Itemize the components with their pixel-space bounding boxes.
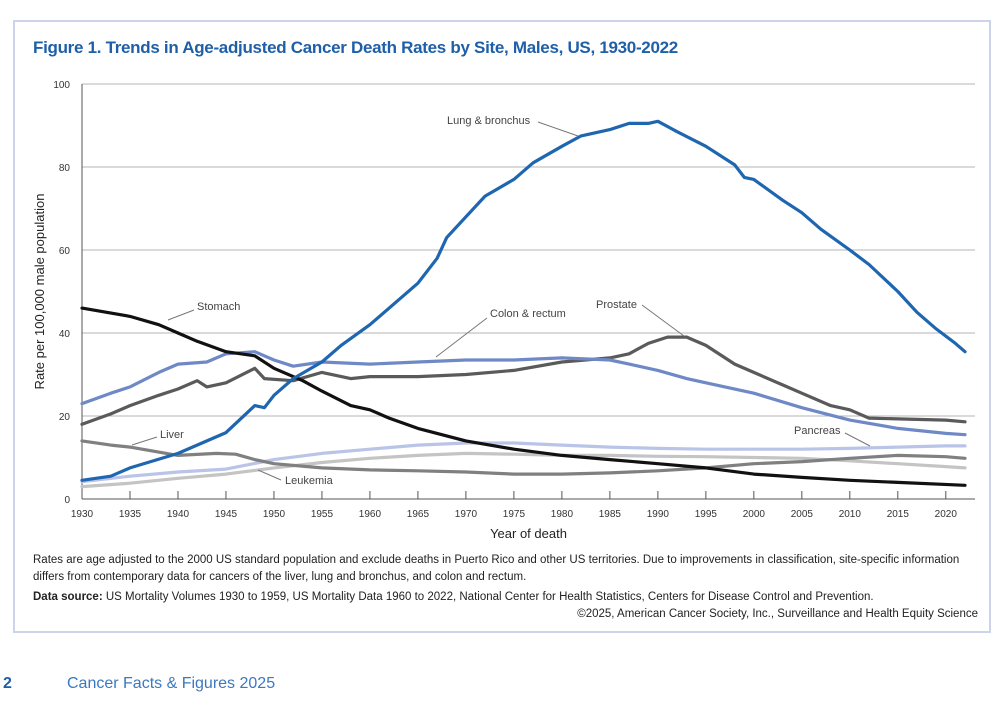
x-tick-label: 1975 xyxy=(503,509,526,520)
series-line-stomach xyxy=(80,306,967,487)
x-tick-label: 1990 xyxy=(647,509,670,520)
x-tick-label: 1955 xyxy=(311,509,334,520)
series-line-colon-rectum xyxy=(80,350,967,437)
leader-line-stomach xyxy=(167,309,195,321)
x-tick-label: 1980 xyxy=(551,509,574,520)
data-source: Data source: US Mortality Volumes 1930 t… xyxy=(33,589,983,606)
x-tick-label: 1995 xyxy=(695,509,718,520)
x-tick-label: 2010 xyxy=(839,509,862,520)
copyright: ©2025, American Cancer Society, Inc., Su… xyxy=(577,608,978,620)
y-tick-label: 60 xyxy=(59,246,71,257)
series-label-stomach: Stomach xyxy=(197,301,240,313)
leader-line-lung-bronchus xyxy=(537,121,579,137)
leader-line-liver xyxy=(131,436,158,446)
y-tick-label: 0 xyxy=(64,495,70,506)
x-tick-label: 2020 xyxy=(935,509,958,520)
x-tick-label: 2005 xyxy=(791,509,814,520)
x-tick-label: 2000 xyxy=(743,509,766,520)
leader-line-colon-rectum xyxy=(435,317,488,358)
x-tick-label: 1965 xyxy=(407,509,430,520)
chart-title: Figure 1. Trends in Age-adjusted Cancer … xyxy=(33,38,678,57)
x-tick-label: 1940 xyxy=(167,509,190,520)
figure-frame xyxy=(13,20,991,633)
series-label-colon-rectum: Colon & rectum xyxy=(490,308,566,320)
leader-line-leukemia xyxy=(257,469,282,481)
x-tick-label: 2015 xyxy=(887,509,910,520)
leader-line-pancreas xyxy=(844,432,871,447)
series-line-lung-bronchus xyxy=(80,119,967,482)
x-tick-label: 1985 xyxy=(599,509,622,520)
x-tick-label: 1930 xyxy=(71,509,94,520)
series-label-pancreas: Pancreas xyxy=(794,425,841,437)
y-axis-title: Rate per 100,000 male population xyxy=(32,194,47,390)
y-tick-label: 20 xyxy=(59,412,71,423)
series-label-prostate: Prostate xyxy=(596,299,637,311)
x-tick-label: 1945 xyxy=(215,509,238,520)
series-label-leukemia: Leukemia xyxy=(285,475,334,487)
x-tick-label: 1960 xyxy=(359,509,382,520)
publication-title: Cancer Facts & Figures 2025 xyxy=(67,675,276,692)
data-source-label: Data source: xyxy=(33,591,103,603)
data-source-text: US Mortality Volumes 1930 to 1959, US Mo… xyxy=(102,591,874,603)
y-tick-label: 100 xyxy=(53,80,70,91)
x-tick-label: 1950 xyxy=(263,509,286,520)
series-line-pancreas xyxy=(80,441,967,484)
page-number: 2 xyxy=(3,675,12,692)
series-label-lung-bronchus: Lung & bronchus xyxy=(447,115,531,127)
series-line-liver xyxy=(80,439,967,476)
x-tick-label: 1970 xyxy=(455,509,478,520)
series-label-liver: Liver xyxy=(160,429,184,441)
chart-note: Rates are age adjusted to the 2000 US st… xyxy=(33,554,960,583)
x-axis-title: Year of death xyxy=(490,526,567,541)
series-line-prostate xyxy=(80,335,967,426)
x-tick-label: 1935 xyxy=(119,509,142,520)
leader-line-prostate xyxy=(641,304,685,337)
y-tick-label: 80 xyxy=(59,163,71,174)
y-tick-label: 40 xyxy=(59,329,71,340)
